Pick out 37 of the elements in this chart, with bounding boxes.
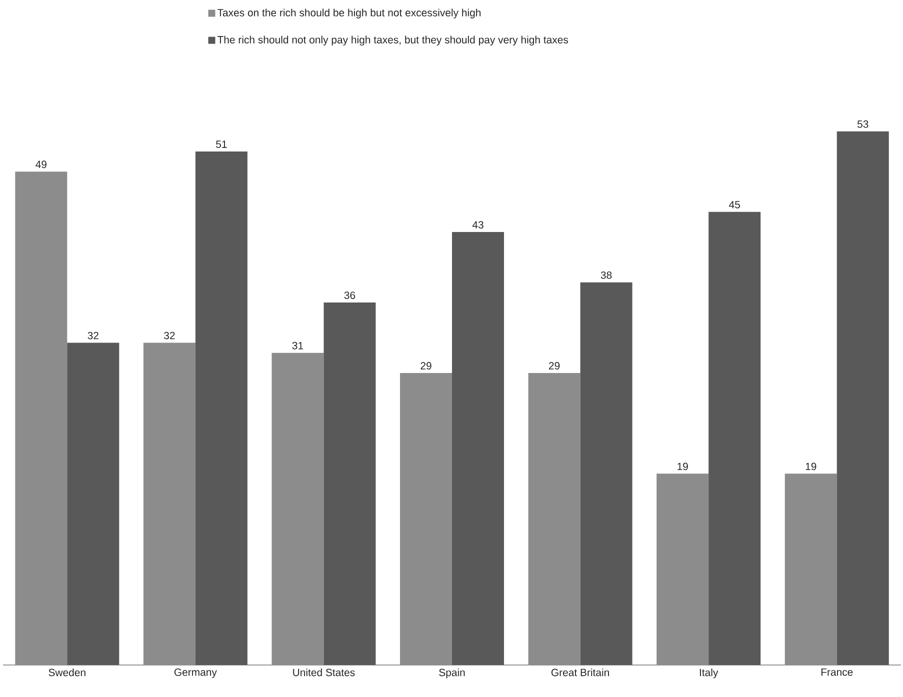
data-label: 36 bbox=[344, 292, 356, 299]
legend-label: The rich should not only pay high taxes, but they should pay very high taxes bbox=[217, 36, 568, 46]
data-label: 32 bbox=[88, 332, 98, 340]
x-tick-label: Great Britain bbox=[551, 668, 609, 676]
data-label: 45 bbox=[728, 201, 740, 208]
bar bbox=[656, 474, 709, 665]
bar bbox=[272, 352, 324, 665]
bar bbox=[195, 151, 248, 665]
x-tick-label: Italy bbox=[700, 668, 718, 678]
data-label: 43 bbox=[472, 221, 484, 228]
bar bbox=[67, 342, 120, 665]
legend-label: Taxes on the rich should be high but not excessively high bbox=[217, 8, 481, 18]
data-label: 19 bbox=[678, 462, 688, 470]
bar bbox=[784, 474, 837, 665]
bar bbox=[452, 232, 504, 665]
data-label: 29 bbox=[549, 362, 560, 370]
data-label: 51 bbox=[216, 140, 227, 148]
x-tick-label: Sweden bbox=[48, 668, 86, 676]
bar bbox=[143, 342, 196, 665]
x-tick-label: France bbox=[821, 668, 853, 676]
data-label: 31 bbox=[292, 342, 304, 350]
bar bbox=[15, 172, 68, 665]
x-tick-label: Germany bbox=[174, 668, 217, 678]
data-label: 29 bbox=[420, 362, 432, 370]
x-tick-label: United States bbox=[293, 668, 355, 676]
data-label: 38 bbox=[600, 271, 612, 279]
data-label: 53 bbox=[857, 120, 868, 128]
data-label: 32 bbox=[164, 332, 175, 340]
bar bbox=[708, 212, 761, 665]
data-label: 19 bbox=[806, 462, 816, 470]
x-tick-label: Spain bbox=[439, 668, 465, 678]
data-label: 49 bbox=[36, 160, 46, 168]
bar bbox=[836, 131, 889, 665]
bar bbox=[400, 372, 452, 665]
bar bbox=[580, 282, 632, 665]
bar bbox=[324, 302, 376, 665]
bar bbox=[528, 372, 580, 665]
